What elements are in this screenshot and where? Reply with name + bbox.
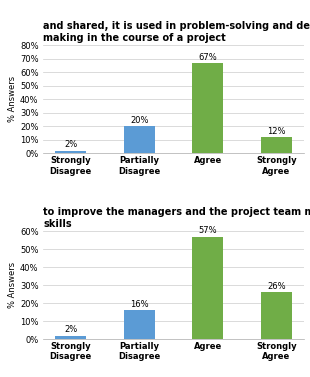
Text: 57%: 57%: [199, 226, 217, 235]
Bar: [55, 336, 86, 339]
Bar: [124, 311, 155, 339]
Y-axis label: % Answers: % Answers: [8, 76, 17, 123]
Bar: [193, 63, 223, 153]
Text: 16%: 16%: [130, 300, 148, 309]
Text: 20%: 20%: [130, 116, 148, 125]
Text: 26%: 26%: [267, 282, 286, 291]
Bar: [193, 237, 223, 339]
Y-axis label: % Answers: % Answers: [8, 262, 17, 308]
Text: 67%: 67%: [198, 52, 217, 61]
Bar: [55, 151, 86, 153]
Text: 12%: 12%: [267, 127, 286, 136]
Text: 2%: 2%: [64, 325, 77, 334]
Bar: [261, 137, 292, 153]
Text: and shared, it is used in problem-solving and decision-
making in the course of : and shared, it is used in problem-solvin…: [43, 21, 310, 43]
Text: 2%: 2%: [64, 140, 77, 149]
Text: to improve the managers and the project team member's
skills: to improve the managers and the project …: [43, 207, 310, 229]
Bar: [124, 126, 155, 153]
Bar: [261, 293, 292, 339]
